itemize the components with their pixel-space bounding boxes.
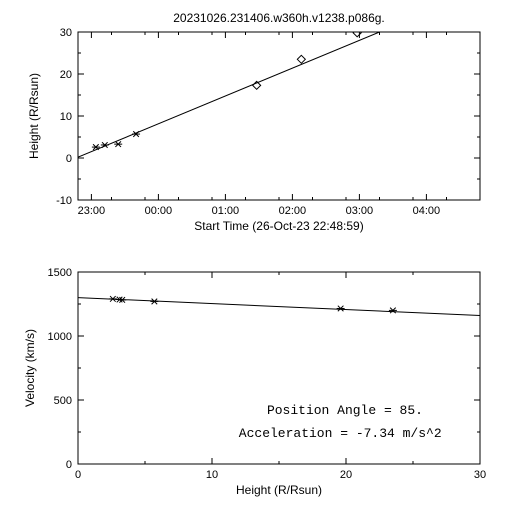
- top-data: [78, 29, 380, 157]
- top-fit-line: [78, 32, 380, 157]
- bottom-data: [78, 296, 480, 315]
- top-ylabel: Height (R/Rsun): [27, 73, 41, 159]
- bottom-xtick-label: 10: [206, 469, 218, 481]
- bottom-fit-line: [78, 298, 480, 316]
- top-ytick-label: 30: [60, 27, 72, 39]
- top-ytick-label: -10: [56, 195, 72, 207]
- top-xtick-label: 23:00: [78, 205, 106, 217]
- top-xtick-label: 04:00: [413, 205, 441, 217]
- bottom-ytick-label: 0: [66, 459, 72, 471]
- bottom-ytick-label: 1000: [48, 331, 72, 343]
- top-plot-box: [78, 32, 480, 200]
- top-ytick-label: 10: [60, 111, 72, 123]
- bottom-annotation: Acceleration = -7.34 m/s^2: [239, 426, 442, 441]
- bottom-xtick-label: 30: [474, 469, 486, 481]
- top-ytick-label: 20: [60, 69, 72, 81]
- top-ytick-label: 0: [66, 153, 72, 165]
- bottom-xlabel: Height (R/Rsun): [236, 483, 322, 497]
- bottom-ylabel: Velocity (km/s): [23, 329, 37, 407]
- top-xtick-label: 01:00: [212, 205, 240, 217]
- top-xlabel: Start Time (26-Oct-23 22:48:59): [194, 219, 363, 233]
- bottom-ytick-label: 500: [54, 395, 72, 407]
- top-xtick-label: 03:00: [346, 205, 374, 217]
- top-chart: [78, 29, 480, 200]
- bottom-xtick-label: 0: [75, 469, 81, 481]
- top-xtick-label: 00:00: [145, 205, 173, 217]
- bottom-xtick-label: 20: [340, 469, 352, 481]
- figure-root: 20231026.231406.w360h.v1238.p086g. 23:00 0…: [0, 0, 512, 512]
- bottom-annotation: Position Angle = 85.: [267, 403, 423, 418]
- top-xtick-label: 02:00: [279, 205, 307, 217]
- bottom-ytick-label: 1500: [48, 267, 72, 279]
- top-chart-title: 20231026.231406.w360h.v1238.p086g.: [173, 11, 385, 25]
